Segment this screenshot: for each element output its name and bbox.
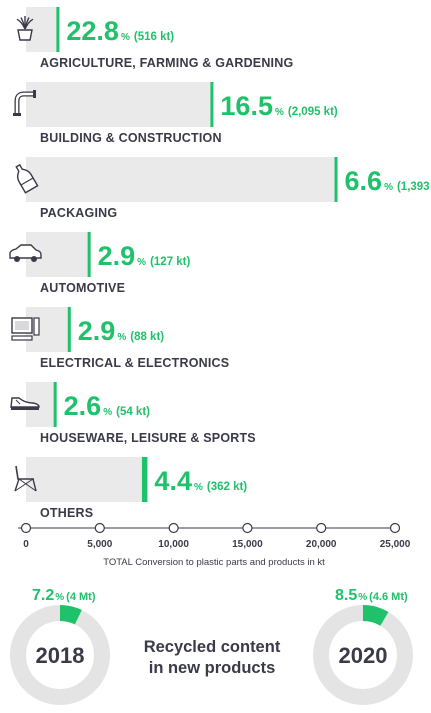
category-label: HOUSEWARE, LEISURE & SPORTS — [40, 431, 256, 445]
recycled-bar — [334, 157, 338, 202]
recycled-kt-label: (362 kt) — [207, 481, 247, 493]
pct-symbol: % — [275, 107, 284, 118]
recycled-kt-label: (1,393 kt) — [397, 181, 431, 193]
recycled-pct-label: 2.9 — [78, 316, 116, 346]
category-label: AUTOMOTIVE — [40, 281, 125, 295]
axis-tick — [389, 522, 401, 534]
recycled-bar — [56, 7, 60, 52]
category-label: BUILDING & CONSTRUCTION — [40, 131, 222, 145]
recycled-content-title-line1: Recycled content — [144, 638, 281, 656]
donut-year: 2020 — [339, 643, 388, 668]
pct-symbol: % — [117, 332, 126, 343]
recycled-pct-label: 2.6 — [64, 391, 102, 421]
category-label: PACKAGING — [40, 206, 117, 220]
tick-label: 25,000 — [380, 539, 411, 550]
category-label: AGRICULTURE, FARMING & GARDENING — [40, 56, 293, 70]
donut-pct: 7.2 — [32, 587, 54, 604]
tick-label: 5,000 — [87, 539, 112, 550]
pct-symbol: % — [358, 592, 367, 603]
pipe-icon — [13, 90, 36, 116]
x-axis-title: TOTAL Conversion to plastic parts and pr… — [103, 557, 325, 568]
tick-label: 10,000 — [158, 539, 189, 550]
total-bar — [26, 307, 71, 352]
donut-amount: (4 Mt) — [66, 591, 96, 603]
bars-layer: 22.8% (516 kt) AGRICULTURE, FARMING & GARD… — [9, 7, 431, 520]
bar-row: 2.6% (54 kt) HOUSEWARE, LEISURE & SPORTS — [10, 382, 256, 445]
bottle-icon — [15, 163, 39, 194]
recycled-pct-label: 16.5 — [220, 91, 273, 121]
x-axis: 0 5,000 10,000 15,000 20,000 25,000 TOTAL Conv… — [18, 522, 411, 568]
donut-2020: 2020 8.5% (4.6 Mt) — [313, 587, 413, 705]
pct-symbol: % — [121, 32, 130, 43]
recycled-content-title-line2: in new products — [149, 659, 276, 677]
bar-row: 2.9% (127 kt) AUTOMOTIVE — [9, 232, 191, 295]
recycled-pct-label: 6.6 — [345, 166, 383, 196]
pct-symbol: % — [194, 482, 203, 493]
pct-symbol: % — [137, 257, 146, 268]
axis-tick — [242, 522, 253, 534]
recycled-kt-label: (2,095 kt) — [288, 106, 338, 118]
axis-tick — [168, 522, 179, 534]
recycled-bar — [53, 382, 57, 427]
tick-label: 15,000 — [232, 539, 263, 550]
bar-row: 6.6% (1,393 kt) PACKAGING — [15, 157, 431, 220]
tick-label: 20,000 — [306, 539, 337, 550]
pct-symbol: % — [384, 182, 393, 193]
recycled-bar — [87, 232, 91, 277]
pct-symbol: % — [103, 407, 112, 418]
recycled-kt-label: (516 kt) — [134, 31, 174, 43]
recycled-bar — [67, 307, 71, 352]
bar-row: 4.4% (362 kt) OTHERS — [14, 457, 247, 520]
plant-icon — [16, 16, 34, 41]
tick-label: 0 — [23, 539, 29, 550]
shoe-icon — [10, 397, 40, 410]
computer-icon — [11, 317, 40, 341]
total-bar — [26, 457, 148, 502]
bar-row: 22.8% (516 kt) AGRICULTURE, FARMING & GARD… — [16, 7, 293, 70]
donut-pct: 8.5 — [335, 587, 357, 604]
donut-2018: 2018 7.2% (4 Mt) — [10, 587, 110, 705]
recycled-bar — [210, 82, 214, 127]
recycled-pct-label: 4.4 — [154, 466, 192, 496]
axis-tick — [94, 522, 105, 534]
donut-segment — [362, 605, 389, 626]
category-label: ELECTRICAL & ELECTRONICS — [40, 356, 229, 370]
recycled-kt-label: (54 kt) — [116, 406, 150, 418]
donut-segment — [59, 605, 82, 625]
recycled-pct-label: 2.9 — [98, 241, 136, 271]
car-icon — [9, 244, 42, 262]
bar-row: 2.9% (88 kt) ELECTRICAL & ELECTRONICS — [11, 307, 229, 370]
category-label: OTHERS — [40, 506, 93, 520]
total-bar — [26, 157, 338, 202]
axis-tick — [20, 522, 32, 534]
total-bar — [26, 82, 214, 127]
bar-row: 16.5% (2,095 kt) BUILDING & CONSTRUCTION — [13, 82, 338, 145]
recycled-kt-label: (88 kt) — [130, 331, 164, 343]
recycled-bar — [141, 457, 148, 502]
recycled-pct-label: 22.8 — [66, 16, 119, 46]
axis-tick — [316, 522, 327, 534]
donut-year: 2018 — [36, 643, 85, 668]
pct-symbol: % — [55, 592, 64, 603]
recycled-kt-label: (127 kt) — [150, 256, 190, 268]
chair-icon — [14, 465, 37, 492]
donut-amount: (4.6 Mt) — [369, 591, 408, 603]
